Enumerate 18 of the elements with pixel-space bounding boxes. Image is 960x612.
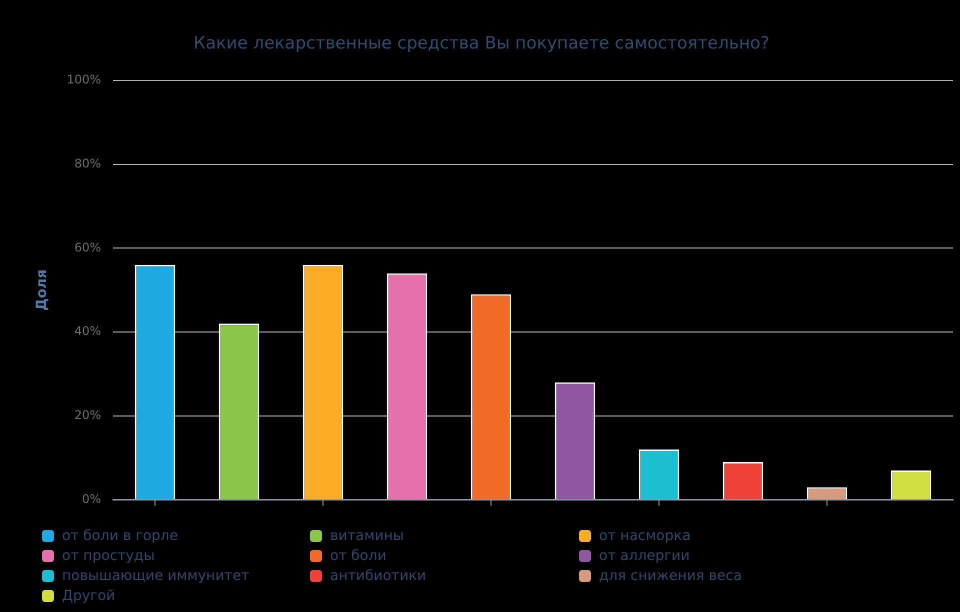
- legend-label: для снижения веса: [599, 568, 742, 584]
- y-tick-label: 40%: [74, 324, 101, 338]
- y-tick-label: 60%: [74, 240, 101, 254]
- legend-label: от боли в горле: [62, 528, 178, 544]
- legend-label: от простуды: [62, 548, 155, 564]
- legend-label: Другой: [62, 588, 116, 604]
- legend-label: от насморка: [599, 528, 691, 544]
- legend-label: повышающие иммунитет: [62, 568, 250, 584]
- chart-title: Какие лекарственные средства Вы покупаете самостоятельно?: [194, 34, 770, 54]
- legend-label: витамины: [330, 528, 404, 544]
- y-tick-label: 100%: [66, 72, 101, 87]
- legend-label: антибиотики: [330, 568, 426, 584]
- y-tick-label: 20%: [74, 408, 101, 422]
- legend-label: от боли: [330, 548, 386, 564]
- legend-label: от аллергии: [599, 548, 690, 564]
- y-tick-label: 80%: [74, 156, 101, 170]
- y-axis-title: Доля: [34, 269, 50, 311]
- y-tick-label: 0%: [82, 492, 101, 506]
